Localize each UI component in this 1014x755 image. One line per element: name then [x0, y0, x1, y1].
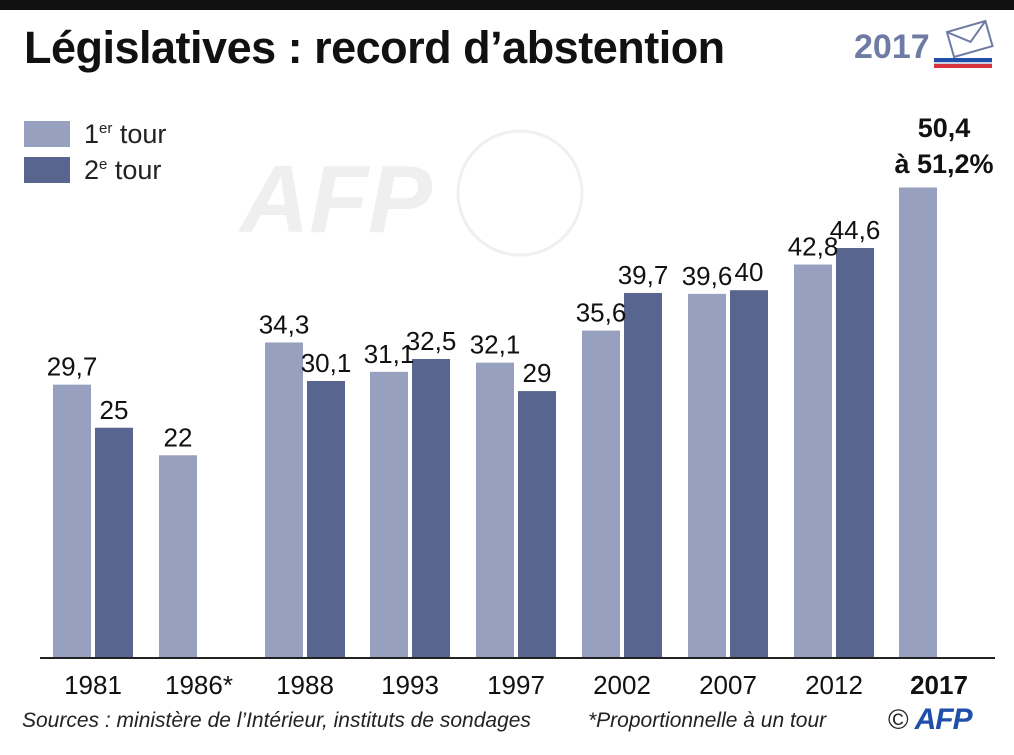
- bar-1993-round-1: [370, 371, 408, 657]
- sources-note: Sources : ministère de l’Intérieur, inst…: [22, 709, 531, 732]
- value-label-1997-round-2: 29: [523, 358, 552, 388]
- logo-stripe-blue: [934, 58, 992, 62]
- bar-2007-round-2: [730, 290, 768, 657]
- x-tick-label-1986: 1986*: [165, 670, 233, 700]
- bar-1981-round-2: [95, 427, 133, 657]
- value-label-1988-round-2: 30,1: [301, 348, 352, 378]
- footnote: *Proportionnelle à un tour: [588, 709, 827, 732]
- legend-item-second-round: 2e tour: [24, 152, 166, 188]
- watermark-globe-icon: [456, 129, 584, 257]
- x-tick-label-2002: 2002: [593, 670, 651, 700]
- top-bar: [0, 0, 1014, 10]
- logo-stripe-light: [934, 62, 992, 64]
- value-label-2012-round-2: 44,6: [830, 215, 881, 245]
- value-label-1981-round-2: 25: [100, 395, 129, 425]
- legend: 1er tour 2e tour: [24, 116, 166, 188]
- value-label-2017-line-1: 50,4: [918, 113, 971, 143]
- value-label-1986-round-1: 22: [164, 422, 193, 452]
- bar-2002-round-1: [582, 330, 620, 657]
- legend-item-first-round: 1er tour: [24, 116, 166, 152]
- value-label-1993-round-2: 32,5: [406, 326, 457, 356]
- value-label-2007-round-1: 39,6: [682, 261, 733, 291]
- legend-swatch-first-round: [24, 121, 70, 147]
- value-label-2012-round-1: 42,8: [788, 232, 839, 262]
- x-tick-label-2017: 2017: [910, 670, 968, 700]
- x-tick-label-1993: 1993: [381, 670, 439, 700]
- value-labels-layer: 29,725 22 34,3 30,1 31,132,5 32,129 35,6 39,7 39…: [47, 113, 994, 452]
- value-label-2017-line-2: à 51,2%: [894, 149, 993, 179]
- value-label-1981-round-1: 29,7: [47, 352, 98, 382]
- logo-stripe-red: [934, 64, 992, 68]
- x-tick-label-1988: 1988: [276, 670, 334, 700]
- value-label-1997-round-1: 32,1: [470, 330, 521, 360]
- bar-2002-round-2: [624, 292, 662, 657]
- bar-1986-round-1: [159, 455, 197, 657]
- legend-label-first-round: 1er tour: [84, 118, 167, 149]
- x-tick-label-1997: 1997: [487, 670, 545, 700]
- value-label-2002-round-1: 35,6: [576, 298, 627, 328]
- bar-2017-round-1: [899, 187, 937, 657]
- bar-2007-round-1: [688, 293, 726, 657]
- election-2017-logo: 2017: [854, 19, 994, 68]
- bar-2012-round-1: [794, 264, 832, 657]
- bar-1993-round-2: [412, 358, 450, 657]
- x-axis: 1981 1986* 1988 1993 1997 2002 2007 2012 2017: [40, 657, 995, 700]
- legend-label-second-round: 2e tour: [84, 154, 162, 185]
- envelope-icon: [945, 19, 994, 59]
- value-label-2002-round-2: 39,7: [618, 260, 669, 290]
- credit: © AFP: [888, 703, 973, 737]
- logo-year-text: 2017: [854, 28, 930, 66]
- watermark-text: AFP: [238, 146, 433, 253]
- copyright-icon: ©: [888, 704, 909, 735]
- bar-1997-round-1: [476, 362, 514, 657]
- bar-1988-round-1: [265, 342, 303, 657]
- x-tick-label-2012: 2012: [805, 670, 863, 700]
- x-tick-label-2007: 2007: [699, 670, 757, 700]
- value-label-2007-round-2: 40: [735, 257, 764, 287]
- value-label-1993-round-1: 31,1: [364, 339, 415, 369]
- chart-title: Législatives : record d’abstention: [24, 22, 725, 73]
- afp-watermark: AFP: [238, 129, 584, 257]
- bar-1997-round-2: [518, 391, 556, 657]
- bar-2012-round-2: [836, 248, 874, 657]
- bar-1988-round-2: [307, 380, 345, 657]
- legend-swatch-second-round: [24, 157, 70, 183]
- bar-1981-round-1: [53, 384, 91, 657]
- bars-layer: [53, 187, 937, 657]
- value-label-1988-round-1: 34,3: [259, 309, 310, 339]
- x-tick-label-1981: 1981: [64, 670, 122, 700]
- afp-logo: AFP: [914, 703, 973, 736]
